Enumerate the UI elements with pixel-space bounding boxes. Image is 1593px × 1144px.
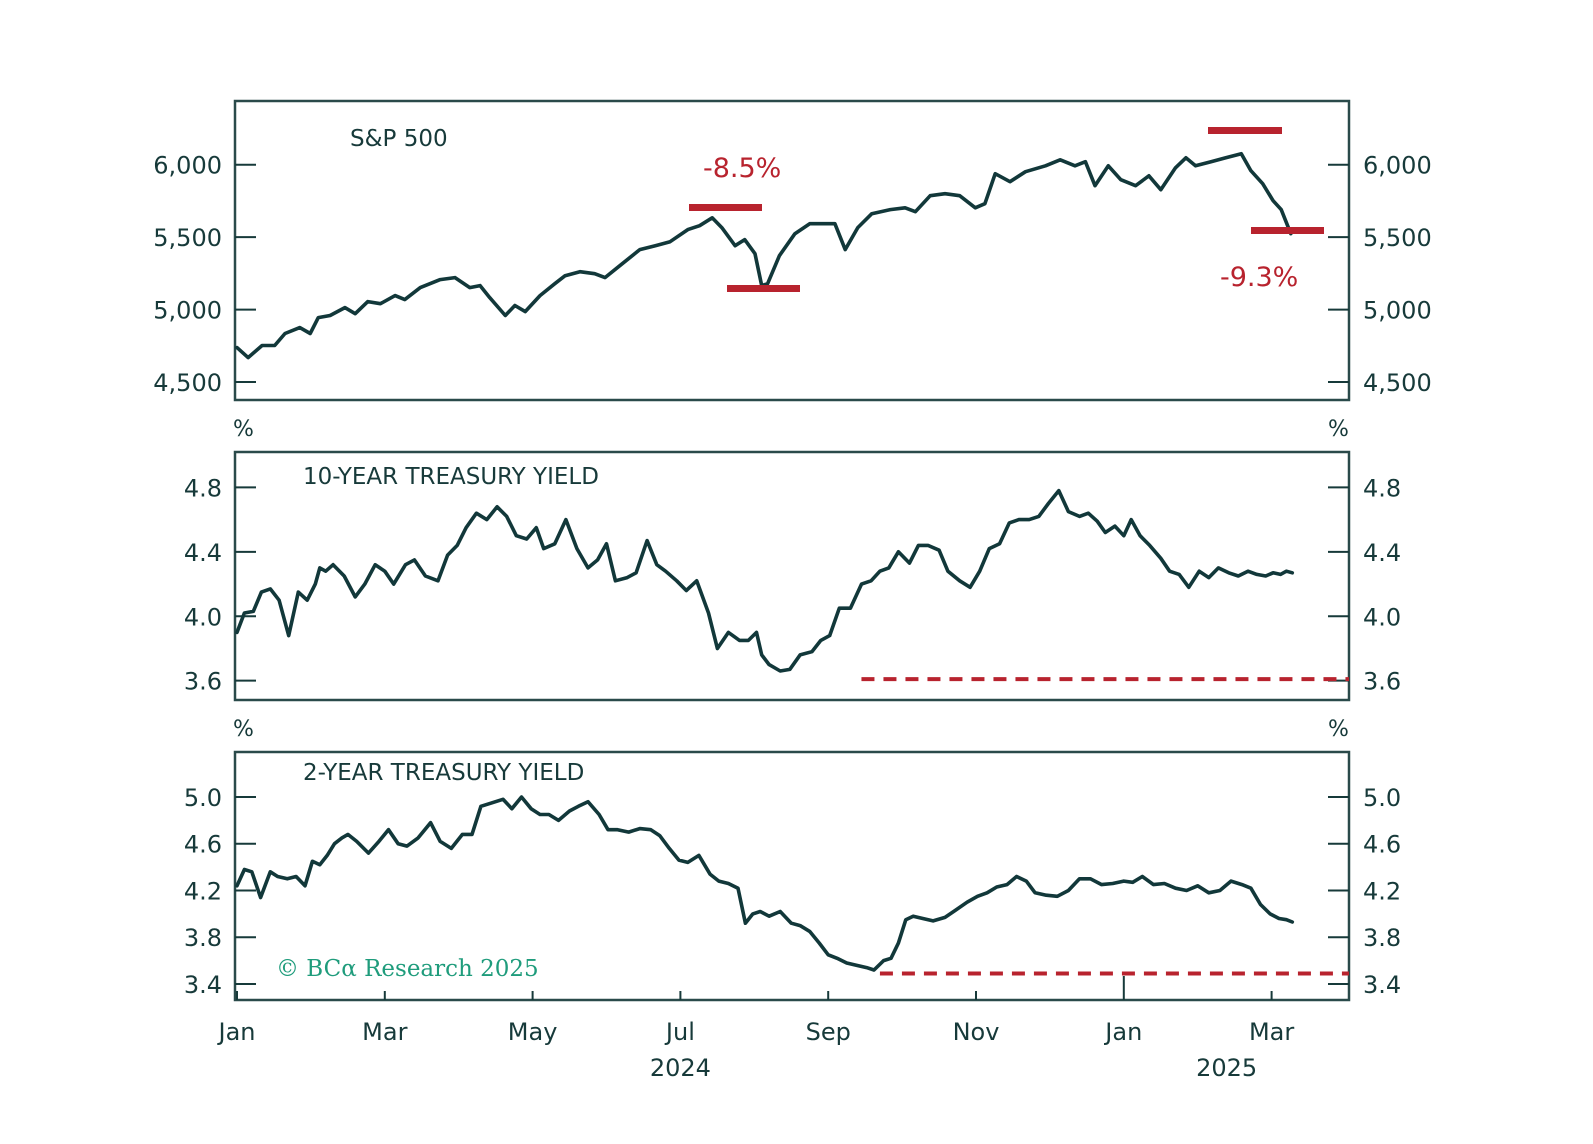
x-tick-label: Jan bbox=[1103, 1018, 1142, 1046]
two-year-ytick-label-right: 4.6 bbox=[1363, 831, 1401, 859]
ten-year-unit-left: % bbox=[233, 417, 254, 442]
two-year-ytick-label-right: 3.8 bbox=[1363, 924, 1401, 952]
sp500-plot bbox=[235, 151, 1293, 360]
two-year-ytick-label-left: 4.2 bbox=[184, 877, 222, 905]
x-year-label: 2024 bbox=[650, 1054, 711, 1082]
two-year-panel: % % 2-YEAR TREASURY YIELD 3.4 3.4 3.8 3.8 4.… bbox=[184, 717, 1401, 1002]
x-tick-label: Nov bbox=[953, 1018, 1000, 1046]
x-axis: Jan Mar May Jul Sep Nov Jan Mar 2024 2025 bbox=[217, 976, 1294, 1082]
sp500-panel: S&P 500 4,500 4,500 5,000 5,000 5,500 5,500 6,… bbox=[153, 99, 1432, 402]
two-year-ytick-label-left: 3.8 bbox=[184, 924, 222, 952]
two-year-title: 2-YEAR TREASURY YIELD bbox=[303, 760, 584, 786]
two-year-y-axis: 3.4 3.4 3.8 3.8 4.2 4.2 4.6 4.6 5.0 5.0 bbox=[184, 784, 1401, 999]
ten-year-ytick-label-right: 4.4 bbox=[1363, 539, 1401, 567]
sp500-series-line bbox=[235, 151, 1293, 360]
two-year-ytick-label-left: 5.0 bbox=[184, 784, 222, 812]
sp500-ytick-label-left: 5,000 bbox=[153, 297, 222, 325]
ten-year-series-line bbox=[235, 488, 1295, 673]
x-tick-label: Jan bbox=[217, 1018, 256, 1046]
sp500-ytick-label-left: 4,500 bbox=[153, 369, 222, 397]
x-tick-label: Mar bbox=[362, 1018, 407, 1046]
two-year-plot bbox=[235, 795, 1349, 976]
x-tick-label: May bbox=[508, 1018, 558, 1046]
drawdown-2-peak-bar bbox=[1208, 127, 1282, 134]
ten-year-ytick-label-left: 3.6 bbox=[184, 668, 222, 696]
x-year-label: 2025 bbox=[1196, 1054, 1257, 1082]
ten-year-y-axis: 3.6 3.6 4.0 4.0 4.4 4.4 4.8 4.8 bbox=[184, 474, 1401, 695]
ten-year-ytick-label-right: 3.6 bbox=[1363, 668, 1401, 696]
ten-year-ytick-label-left: 4.0 bbox=[184, 603, 222, 631]
sp500-annotations: -8.5% -9.3% bbox=[689, 127, 1324, 293]
sp500-title: S&P 500 bbox=[350, 126, 448, 152]
two-year-ytick-label-right: 3.4 bbox=[1363, 971, 1401, 999]
drawdown-1-label: -8.5% bbox=[703, 153, 781, 184]
ten-year-unit-right: % bbox=[1328, 417, 1349, 442]
x-tick-label: Jul bbox=[664, 1018, 695, 1046]
ten-year-ytick-label-left: 4.4 bbox=[184, 539, 222, 567]
sp500-ytick-label-left: 6,000 bbox=[153, 152, 222, 180]
sp500-ytick-label-right: 5,000 bbox=[1363, 297, 1432, 325]
ten-year-panel: % % 10-YEAR TREASURY YIELD 3.6 3.6 4.0 4.0 4… bbox=[184, 417, 1401, 702]
copyright-watermark: © BCα Research 2025 bbox=[276, 956, 539, 982]
ten-year-frame bbox=[233, 450, 1351, 702]
two-year-ytick-label-right: 4.2 bbox=[1363, 877, 1401, 905]
two-year-ytick-label-left: 4.6 bbox=[184, 831, 222, 859]
sp500-ytick-label-left: 5,500 bbox=[153, 224, 222, 252]
x-tick-label: Sep bbox=[806, 1018, 851, 1046]
drawdown-1-trough-bar bbox=[727, 285, 800, 292]
two-year-frame bbox=[233, 750, 1351, 1002]
drawdown-2-label: -9.3% bbox=[1220, 262, 1298, 293]
ten-year-ytick-label-right: 4.8 bbox=[1363, 474, 1401, 502]
ten-year-ytick-label-left: 4.8 bbox=[184, 474, 222, 502]
sp500-ytick-label-right: 6,000 bbox=[1363, 152, 1432, 180]
sp500-frame bbox=[233, 99, 1351, 402]
two-year-ytick-label-left: 3.4 bbox=[184, 971, 222, 999]
two-year-series-line bbox=[235, 795, 1295, 972]
sp500-y-axis: 4,500 4,500 5,000 5,000 5,500 5,500 6,000 6,000 bbox=[153, 152, 1431, 397]
two-year-unit-right: % bbox=[1328, 717, 1349, 742]
ten-year-ytick-label-right: 4.0 bbox=[1363, 603, 1401, 631]
x-tick-label: Mar bbox=[1249, 1018, 1294, 1046]
ten-year-plot bbox=[235, 488, 1349, 682]
sp500-ytick-label-right: 4,500 bbox=[1363, 369, 1432, 397]
ten-year-title: 10-YEAR TREASURY YIELD bbox=[303, 464, 599, 490]
two-year-unit-left: % bbox=[233, 717, 254, 742]
sp500-ytick-label-right: 5,500 bbox=[1363, 224, 1432, 252]
drawdown-2-trough-bar bbox=[1251, 227, 1324, 234]
two-year-ytick-label-right: 5.0 bbox=[1363, 784, 1401, 812]
drawdown-1-peak-bar bbox=[689, 204, 762, 211]
